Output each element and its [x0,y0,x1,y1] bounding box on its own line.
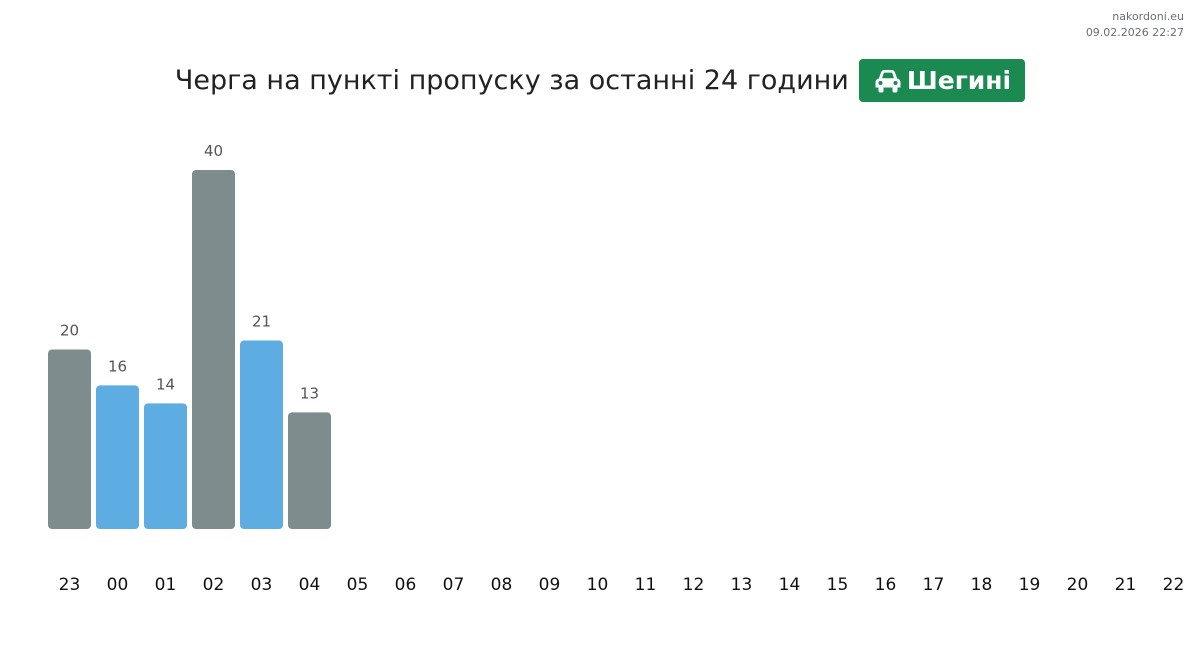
bar-03 [240,340,283,529]
x-tick-label-23: 23 [59,575,81,595]
bar-04 [288,412,331,529]
chart-title: Черга на пункті пропуску за останні 24 г… [174,65,849,96]
x-tick-label-09: 09 [539,575,561,595]
x-tick-label-17: 17 [923,575,945,595]
x-tick-label-02: 02 [203,575,225,595]
timestamp: 09.02.2026 22:27 [1085,26,1184,39]
x-tick-label-22: 22 [1163,575,1185,595]
bar-01 [144,403,187,529]
x-tick-label-13: 13 [731,575,753,595]
x-tick-label-18: 18 [971,575,993,595]
x-tick-label-10: 10 [587,575,609,595]
x-tick-label-07: 07 [443,575,465,595]
x-tick-label-01: 01 [155,575,177,595]
value-label-01: 14 [156,375,175,393]
chart-header: Черга на пункті пропуску за останні 24 г… [0,59,1200,102]
x-tick-label-00: 00 [107,575,129,595]
x-tick-label-12: 12 [683,575,705,595]
x-tick-label-19: 19 [1019,575,1041,595]
x-tick-label-21: 21 [1115,575,1137,595]
x-tick-label-14: 14 [779,575,801,595]
bar-02 [192,170,235,529]
badge-label: Шегині [906,66,1012,95]
value-label-23: 20 [60,322,79,340]
x-tick-label-06: 06 [395,575,417,595]
site-name: nakordoni.eu [1112,10,1184,23]
bar-00 [96,385,139,529]
x-tick-label-08: 08 [491,575,513,595]
x-tick-label-20: 20 [1067,575,1089,595]
car-icon [874,69,902,93]
checkpoint-badge: Шегині [858,59,1026,102]
value-label-03: 21 [252,313,271,331]
x-tick-label-16: 16 [875,575,897,595]
x-tick-label-04: 04 [299,575,321,595]
x-tick-label-05: 05 [347,575,369,595]
x-tick-label-11: 11 [635,575,657,595]
bar-23 [48,349,91,529]
value-label-04: 13 [300,384,319,402]
value-label-02: 40 [204,142,223,160]
source-info: nakordoni.eu 09.02.2026 22:27 [1086,9,1184,41]
x-tick-label-15: 15 [827,575,849,595]
value-label-00: 16 [108,357,127,375]
x-tick-label-03: 03 [251,575,273,595]
